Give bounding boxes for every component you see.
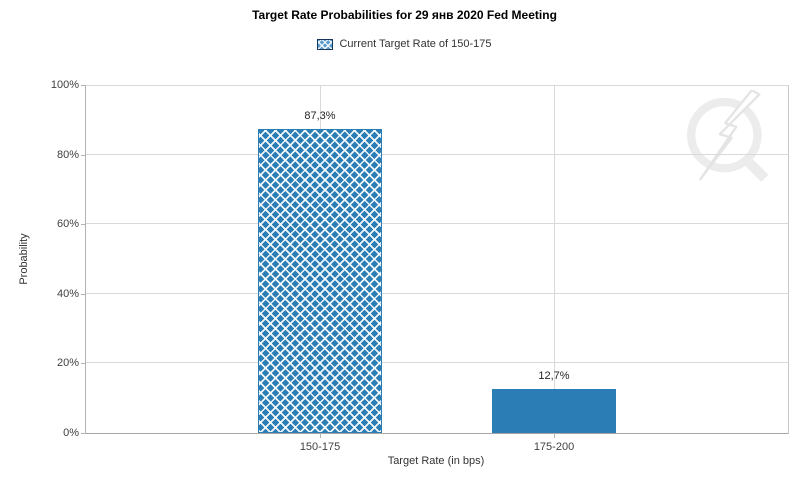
gridline-vertical	[554, 85, 555, 433]
y-tick-label: 60%	[56, 218, 79, 231]
gridline-horizontal	[86, 362, 788, 364]
plot-area: 0% 20% 40% 60% 80% 100% 87,3% 150-175 12,7% 175-2…	[51, 79, 789, 453]
y-tick-mark	[81, 293, 86, 295]
y-axis-title: Probability	[18, 233, 30, 285]
chart-title: Target Rate Probabilities for 29 янв 202…	[252, 8, 557, 22]
bar-150-175	[258, 129, 382, 433]
x-tick-mark	[320, 433, 321, 438]
y-tick-label: 100%	[50, 79, 79, 91]
y-tick-mark	[81, 363, 86, 365]
y-tick-label: 80%	[56, 148, 79, 161]
y-tick-mark	[81, 224, 86, 226]
legend-label: Current Target Rate of 150-175	[339, 38, 492, 50]
bar-value-label: 87,3%	[304, 110, 336, 122]
y-tick-mark	[81, 154, 86, 156]
y-tick-label: 40%	[56, 287, 79, 300]
x-tick-mark	[554, 433, 555, 438]
bar-value-label: 12,7%	[538, 370, 570, 382]
y-tick-mark	[81, 433, 86, 434]
gridline-horizontal	[86, 292, 788, 294]
x-category-label: 150-175	[299, 441, 341, 453]
lightning-bolt-logo-watermark-icon	[687, 90, 769, 182]
gridline-horizontal	[86, 153, 788, 155]
x-category-label: 175-200	[533, 441, 575, 453]
legend-swatch-crosshatch-icon	[317, 38, 334, 50]
gridline-horizontal	[86, 85, 788, 86]
y-tick-mark	[81, 85, 86, 86]
gridline-horizontal	[86, 223, 788, 225]
y-tick-label: 20%	[56, 357, 79, 370]
y-tick-label: 0%	[63, 427, 79, 439]
legend: Current Target Rate of 150-175	[0, 38, 809, 50]
x-axis-title: Target Rate (in bps)	[387, 455, 485, 467]
bar-175-200	[492, 389, 616, 433]
